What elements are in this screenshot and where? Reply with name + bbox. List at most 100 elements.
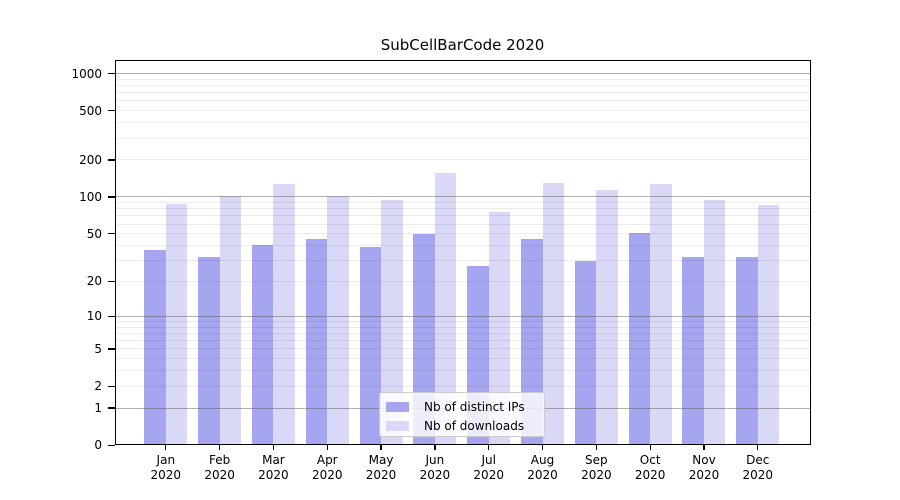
- bar-distinct-ips-mar: [251, 245, 274, 446]
- minor-gridline: [114, 92, 811, 94]
- minor-gridline: [114, 348, 811, 350]
- x-tick-label: Jun 2020: [419, 453, 451, 482]
- y-tick-mark: [108, 280, 115, 283]
- legend-item-distinct-ips: Nb of distinct IPs: [386, 399, 536, 415]
- bar-distinct-ips-feb: [198, 257, 220, 446]
- major-gridline: [114, 315, 811, 317]
- x-tick-mark: [757, 445, 759, 451]
- minor-gridline: [114, 244, 811, 246]
- y-tick-mark: [108, 444, 115, 446]
- y-tick-mark: [108, 72, 115, 75]
- x-tick-label: Oct 2020: [634, 453, 666, 482]
- bar-downloads-may: [381, 199, 403, 446]
- y-tick-label: 50: [86, 226, 102, 241]
- y-tick-label: 0: [94, 438, 102, 453]
- bar-downloads-nov: [703, 200, 726, 446]
- x-tick-mark: [595, 445, 597, 451]
- legend-item-downloads: Nb of downloads: [386, 418, 536, 434]
- bar-downloads-feb: [219, 195, 242, 446]
- legend-swatch-downloads: [386, 421, 409, 431]
- bar-downloads-dec: [757, 204, 780, 446]
- legend-label-distinct-ips: Nb of distinct IPs: [424, 399, 525, 414]
- minor-gridline: [114, 137, 811, 139]
- x-tick-mark: [326, 445, 328, 451]
- bar-downloads-oct: [650, 183, 672, 446]
- bar-downloads-jul: [488, 211, 511, 446]
- minor-gridline: [114, 122, 811, 124]
- minor-gridline: [114, 320, 811, 322]
- y-tick-mark: [108, 159, 115, 161]
- minor-gridline: [114, 100, 811, 102]
- x-tick-label: Nov 2020: [688, 453, 720, 482]
- y-tick-label: 1000: [71, 66, 102, 81]
- y-tick-label: 10: [86, 309, 102, 324]
- y-tick-mark: [108, 233, 115, 235]
- y-tick-mark: [108, 315, 115, 317]
- bar-downloads-jan: [165, 204, 188, 446]
- bar-distinct-ips-apr: [305, 239, 328, 446]
- bar-downloads-jun: [434, 172, 457, 446]
- bar-downloads-sep: [596, 189, 618, 446]
- minor-gridline: [114, 332, 811, 334]
- minor-gridline: [114, 358, 811, 360]
- y-tick-label: 1: [94, 401, 102, 415]
- x-tick-mark: [434, 445, 436, 451]
- minor-gridline: [114, 385, 811, 387]
- x-tick-label: Jan 2020: [150, 453, 182, 482]
- major-gridline: [114, 196, 811, 198]
- minor-gridline: [114, 280, 811, 282]
- minor-gridline: [114, 370, 811, 372]
- minor-gridline: [114, 85, 811, 87]
- y-tick-mark: [108, 196, 115, 198]
- y-tick-mark: [108, 110, 115, 112]
- minor-gridline: [114, 215, 811, 217]
- bar-downloads-mar: [273, 183, 295, 446]
- legend-swatch-distinct-ips: [386, 402, 409, 412]
- minor-gridline: [114, 208, 811, 210]
- bar-distinct-ips-sep: [574, 260, 597, 446]
- y-tick-label: 500: [79, 103, 102, 118]
- minor-gridline: [114, 326, 811, 328]
- legend: Nb of distinct IPs Nb of downloads: [379, 392, 545, 437]
- x-tick-mark: [165, 445, 167, 451]
- minor-gridline: [114, 202, 811, 204]
- minor-gridline: [114, 78, 811, 80]
- x-tick-mark: [380, 445, 382, 451]
- bar-distinct-ips-jan: [144, 249, 166, 446]
- x-tick-mark: [649, 445, 651, 451]
- minor-gridline: [114, 159, 811, 161]
- minor-gridline: [114, 223, 811, 225]
- y-tick-label: 20: [86, 274, 102, 289]
- bar-distinct-ips-oct: [628, 232, 651, 446]
- x-tick-mark: [541, 445, 544, 451]
- x-tick-label: Jul 2020: [473, 453, 504, 482]
- x-tick-label: Apr 2020: [311, 453, 343, 482]
- x-tick-label: Mar 2020: [258, 453, 289, 482]
- bar-distinct-ips-may: [359, 246, 382, 446]
- y-tick-mark: [108, 407, 115, 409]
- x-tick-label: Sep 2020: [581, 453, 612, 482]
- y-tick-mark: [108, 385, 115, 387]
- y-tick-mark: [108, 348, 115, 350]
- y-tick-label: 5: [94, 341, 102, 356]
- x-tick-label: Dec 2020: [742, 453, 774, 482]
- minor-gridline: [114, 110, 811, 112]
- x-tick-label: Feb 2020: [204, 453, 235, 482]
- minor-gridline: [114, 340, 811, 342]
- y-tick-label: 200: [79, 152, 102, 167]
- bar-downloads-aug: [542, 182, 565, 446]
- x-tick-mark: [218, 445, 221, 451]
- bar-distinct-ips-dec: [736, 257, 758, 446]
- x-tick-label: May 2020: [365, 453, 397, 482]
- major-gridline: [114, 73, 811, 75]
- y-tick-label: 100: [79, 189, 102, 204]
- minor-gridline: [114, 260, 811, 262]
- y-tick-label: 2: [94, 379, 102, 394]
- x-tick-mark: [272, 445, 275, 451]
- minor-gridline: [114, 233, 811, 235]
- x-tick-label: Aug 2020: [527, 453, 558, 482]
- bar-distinct-ips-nov: [682, 257, 704, 446]
